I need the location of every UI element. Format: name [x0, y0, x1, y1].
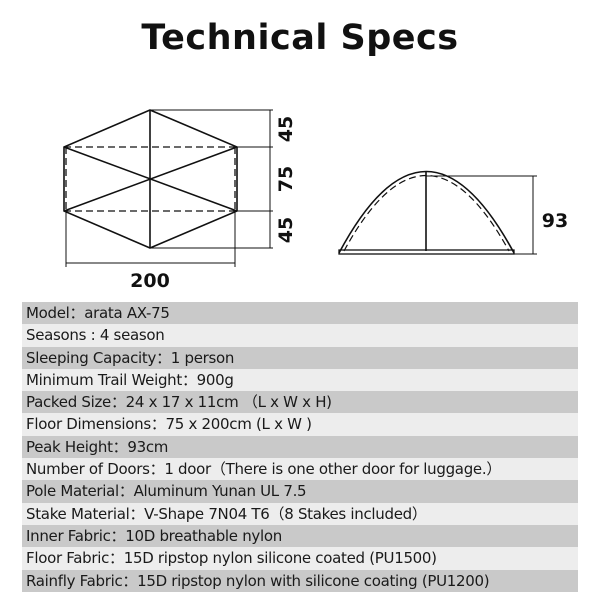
dimension-label-middle: 75 [275, 166, 297, 192]
side-view-diagram [338, 170, 537, 255]
spec-row: Pole Material：Aluminum Yunan UL 7.5 [22, 480, 578, 503]
spec-row: Inner Fabric：10D breathable nylon [22, 524, 578, 548]
spec-row: Peak Height：93cm [22, 435, 578, 459]
spec-row: Packed Size：24 x 17 x 11cm （L x W x H) [22, 391, 578, 414]
dimension-label-top: 45 [275, 116, 297, 142]
dome-outline [338, 170, 515, 254]
dimension-label-bottom: 45 [275, 217, 297, 243]
spec-row: Rainfly Fabric：15D ripstop nylon with si… [22, 569, 578, 592]
spec-row: Minimum Trail Weight：900g [22, 368, 578, 392]
spec-row: Floor Fabric：15D ripstop nylon silicone … [22, 547, 578, 570]
spec-row: Stake Material：V-Shape 7N04 T6（8 Stakes … [22, 502, 578, 525]
diagonal [63, 146, 238, 212]
tent-diagram: 45 75 45 200 93 [63, 109, 568, 292]
top-view-diagram [63, 109, 273, 267]
page-title: Technical Specs [141, 18, 459, 58]
spec-row: Floor Dimensions：75 x 200cm (L x W ) [22, 413, 578, 436]
spec-row: Model：arata AX-75 [22, 302, 578, 325]
spec-table: Model：arata AX-75 Seasons : 4 season Sle… [22, 302, 578, 592]
spec-row: Sleeping Capacity：1 person [22, 346, 578, 369]
spec-row: Seasons : 4 season [22, 324, 578, 347]
dimension-label-length: 200 [130, 270, 170, 292]
spec-row: Number of Doors：1 door（There is one othe… [22, 458, 578, 481]
dimension-label-height: 93 [542, 210, 568, 232]
